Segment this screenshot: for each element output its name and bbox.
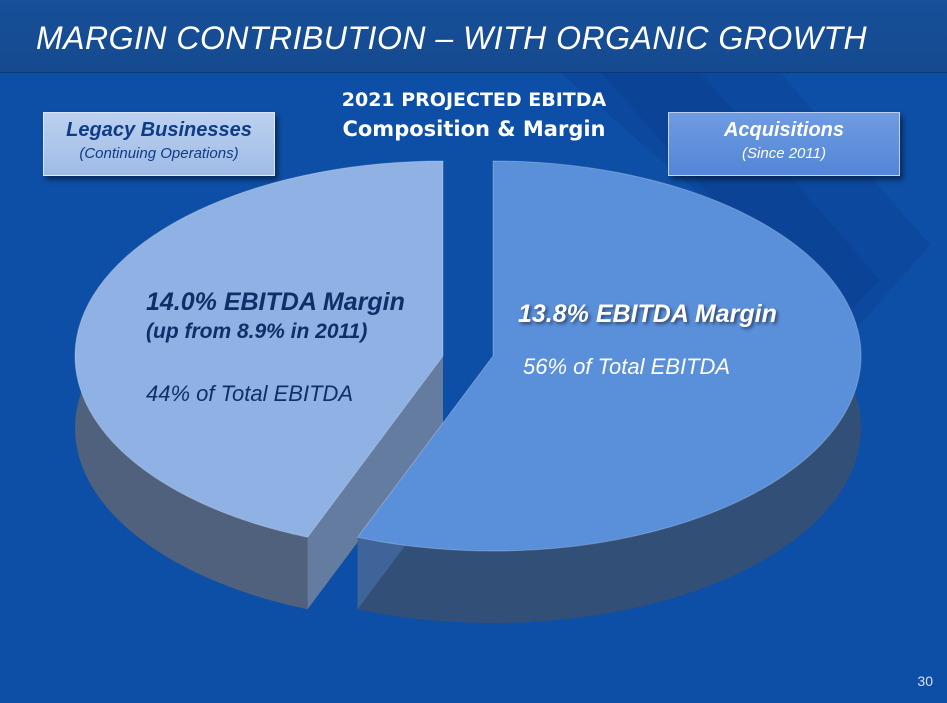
pie-face-legacy [307,356,443,610]
pie-slice-acquisitions [356,160,862,552]
acquisitions-sub-label: (Since 2011) [742,145,826,162]
acquisitions-margin-label: 13.8% EBITDA Margin [518,300,777,328]
legacy-name: Legacy Businesses [66,119,252,141]
legacy-margin-label: 14.0% EBITDA Margin [146,288,405,316]
acquisitions-share-label: 56% of Total EBITDA [523,354,731,379]
chart-subtitle: Composition & Margin [342,117,606,141]
legacy-margin-note: (up from 8.9% in 2011) [146,320,368,343]
acquisitions-label-box: Acquisitions (Since 2011) [668,112,900,176]
legacy-label-box: Legacy Businesses (Continuing Operations… [43,112,275,176]
legacy-share-label: 44% of Total EBITDA [146,381,354,406]
page-number: 30 [917,673,933,689]
acquisitions-name: Acquisitions [723,119,844,141]
chart-title: 2021 PROJECTED EBITDA [341,89,607,111]
slide-title: MARGIN CONTRIBUTION – WITH ORGANIC GROWT… [36,20,868,56]
title-bar: MARGIN CONTRIBUTION – WITH ORGANIC GROWT… [0,0,947,73]
pie-slice-legacy [74,160,444,538]
legacy-sub-label: (Continuing Operations) [79,145,239,162]
